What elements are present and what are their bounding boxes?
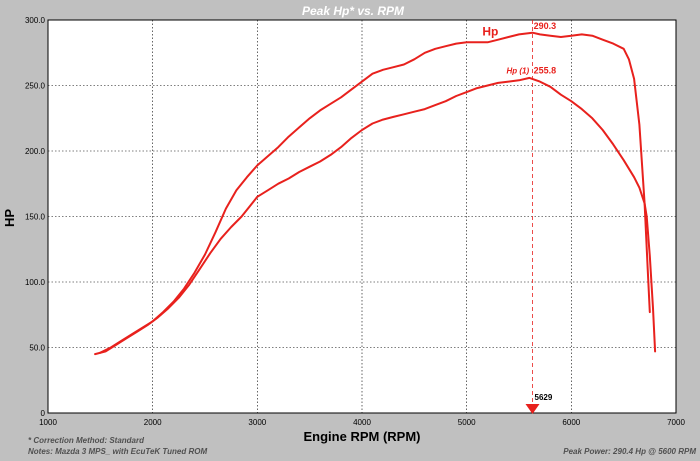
y-tick-label: 150.0 — [25, 213, 46, 222]
peak-value-label: 255.8 — [534, 66, 557, 76]
y-tick-label: 250.0 — [25, 82, 46, 91]
x-axis-title: Engine RPM (RPM) — [304, 429, 421, 444]
series-label-hp: Hp — [482, 25, 498, 39]
footer-notes: Notes: Mazda 3 MPS_ with EcuTeK Tuned RO… — [28, 447, 207, 456]
x-tick-label: 7000 — [667, 418, 685, 427]
y-tick-label: 100.0 — [25, 278, 46, 287]
annotations: Hp Hp (1) 290.3 255.8 — [482, 21, 556, 76]
series-lines — [94, 31, 657, 356]
y-tick-label: 200.0 — [25, 147, 46, 156]
x-tick-label: 3000 — [248, 418, 266, 427]
peak-value-label: 290.3 — [534, 21, 557, 31]
tick-labels: 1000 2000 3000 4000 5000 6000 7000 0 50.0 100.0 15… — [25, 16, 685, 427]
x-tick-label: 2000 — [144, 418, 162, 427]
y-tick-label: 50.0 — [29, 344, 45, 353]
y-axis-title: HP — [2, 209, 17, 227]
y-tick-label: 300.0 — [25, 16, 46, 25]
x-tick-label: 6000 — [562, 418, 580, 427]
series-line-hp — [99, 31, 651, 354]
x-tick-label: 4000 — [353, 418, 371, 427]
chart-title: Peak Hp* vs. RPM — [302, 4, 405, 18]
x-tick-label: 5000 — [458, 418, 476, 427]
peak-rpm-label: 5629 — [535, 393, 553, 402]
peak-marker-group: 5629 — [525, 20, 553, 414]
footer-peak-power: Peak Power: 290.4 Hp @ 5600 RPM — [563, 447, 696, 456]
footer-correction: * Correction Method: Standard — [28, 436, 145, 445]
grid — [48, 20, 676, 413]
y-tick-label: 0 — [41, 409, 46, 418]
series-line-hp-1 — [94, 76, 657, 356]
series-label-hp-1: Hp (1) — [506, 67, 529, 76]
x-tick-label: 1000 — [39, 418, 57, 427]
peak-rpm-triangle — [525, 404, 540, 414]
